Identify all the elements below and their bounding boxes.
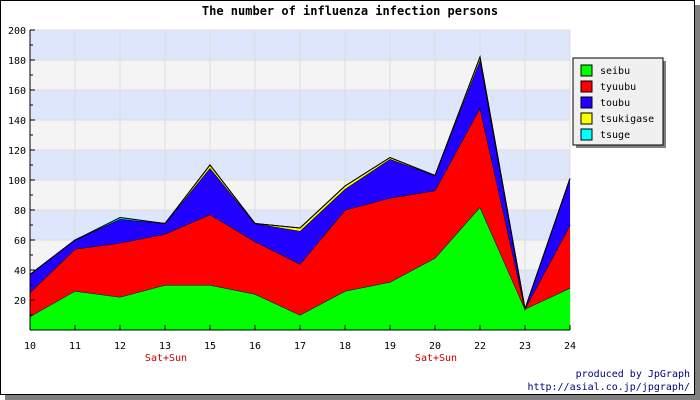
legend-swatch-seibu (580, 64, 593, 77)
y-tick-label: 200 (8, 26, 26, 37)
x-annotation: Sat+Sun (415, 353, 457, 364)
y-tick-label: 120 (8, 146, 26, 157)
legend-swatch-tsuge (580, 128, 593, 141)
x-annotations: Sat+Sun Sat+Sun (145, 353, 457, 364)
area-tyuubu (30, 108, 570, 317)
credit-link[interactable]: http://asial.co.jp/jpgraph/ (527, 382, 690, 393)
legend-label-seibu: seibu (600, 66, 630, 77)
x-tick-label: 23 (519, 341, 531, 352)
chart-title: The number of influenza infection person… (202, 4, 498, 18)
y-tick-label: 160 (8, 86, 26, 97)
y-tick-label: 80 (14, 206, 26, 217)
legend-label-tsuge: tsuge (600, 130, 630, 141)
legend: seibu tyuubu toubu tsukigase tsuge (572, 57, 666, 148)
credit-line-1: produced by JpGraph (576, 369, 690, 380)
x-axis-ticks: 10 11 12 13 15 16 17 18 19 20 22 23 24 (24, 325, 576, 352)
x-annotation: Sat+Sun (145, 353, 187, 364)
legend-label-tsukigase: tsukigase (600, 114, 654, 125)
area-toubu (30, 60, 570, 309)
x-tick-label: 17 (294, 341, 306, 352)
y-tick-label: 180 (8, 56, 26, 67)
y-tick-label: 40 (14, 266, 26, 277)
x-tick-label: 18 (339, 341, 351, 352)
y-tick-label: 60 (14, 236, 26, 247)
legend-swatch-tyuubu (580, 80, 593, 93)
legend-swatch-toubu (580, 96, 593, 109)
x-tick-label: 15 (204, 341, 216, 352)
legend-label-toubu: toubu (600, 98, 630, 109)
line-tsuge (29, 55, 571, 311)
x-tick-label: 20 (429, 341, 441, 352)
stacked-areas (29, 55, 571, 330)
y-tick-label: 140 (8, 116, 26, 127)
x-tick-label: 24 (564, 341, 576, 352)
x-tick-label: 22 (474, 341, 486, 352)
x-tick-label: 13 (159, 341, 171, 352)
y-axis-ticks: 20 40 60 80 100 120 140 160 180 200 (8, 26, 35, 316)
legend-swatch-tsukigase (580, 112, 593, 125)
x-tick-label: 16 (249, 341, 261, 352)
x-tick-label: 19 (384, 341, 396, 352)
x-tick-label: 10 (24, 341, 36, 352)
y-tick-label: 20 (14, 296, 26, 307)
x-tick-label: 11 (69, 341, 81, 352)
area-seibu (30, 207, 570, 330)
y-tick-label: 100 (8, 176, 26, 187)
legend-label-tyuubu: tyuubu (600, 82, 636, 93)
x-tick-label: 12 (114, 341, 126, 352)
